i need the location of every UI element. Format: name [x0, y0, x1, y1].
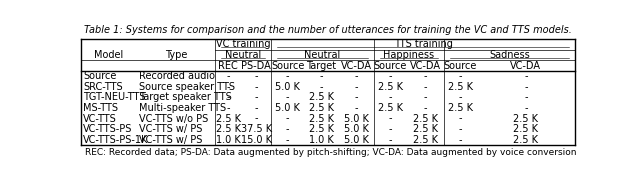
- Text: VC-TTS-PS-1K: VC-TTS-PS-1K: [83, 135, 148, 145]
- Text: Source speaker TTS: Source speaker TTS: [139, 82, 235, 92]
- Text: Source: Source: [444, 61, 477, 71]
- Text: -: -: [524, 92, 527, 102]
- Text: 2.5 K: 2.5 K: [513, 114, 538, 124]
- Text: -: -: [254, 114, 258, 124]
- Text: 1.0 K: 1.0 K: [309, 135, 334, 145]
- Text: TTS training: TTS training: [394, 39, 452, 49]
- Text: -: -: [424, 92, 428, 102]
- Text: Table 1: Systems for comparison and the number of utterances for training the VC: Table 1: Systems for comparison and the …: [84, 25, 572, 35]
- Text: 2.5 K: 2.5 K: [309, 114, 334, 124]
- Text: -: -: [320, 82, 323, 92]
- Text: 2.5 K: 2.5 K: [309, 92, 334, 102]
- Text: 2.5 K: 2.5 K: [413, 135, 438, 145]
- Text: -: -: [524, 71, 527, 81]
- Text: -: -: [388, 124, 392, 134]
- Text: TGT-NEU-TTS: TGT-NEU-TTS: [83, 92, 145, 102]
- Text: Multi-speaker TTS: Multi-speaker TTS: [139, 103, 226, 113]
- Text: 2.5 K: 2.5 K: [513, 135, 538, 145]
- Text: Target: Target: [307, 61, 337, 71]
- Text: -: -: [227, 71, 230, 81]
- Text: 5.0 K: 5.0 K: [275, 82, 300, 92]
- Text: VC-TTS w/o PS: VC-TTS w/o PS: [139, 114, 208, 124]
- Text: PS-DA: PS-DA: [241, 61, 271, 71]
- Text: REC: REC: [218, 61, 238, 71]
- Text: 2.5 K: 2.5 K: [448, 82, 473, 92]
- Text: 2.5 K: 2.5 K: [309, 124, 334, 134]
- Text: VC-TTS: VC-TTS: [83, 114, 116, 124]
- Text: VC-DA: VC-DA: [511, 61, 541, 71]
- Text: VC-TTS w/ PS: VC-TTS w/ PS: [139, 124, 202, 134]
- Text: -: -: [524, 103, 527, 113]
- Text: VC-DA: VC-DA: [410, 61, 441, 71]
- Text: Type: Type: [164, 50, 187, 60]
- Text: 1.0 K: 1.0 K: [216, 135, 241, 145]
- Text: -: -: [424, 82, 428, 92]
- Text: Source: Source: [374, 61, 407, 71]
- Text: -: -: [286, 92, 289, 102]
- Text: Model: Model: [94, 50, 124, 60]
- Text: 5.0 K: 5.0 K: [344, 124, 369, 134]
- Text: Happiness: Happiness: [383, 50, 434, 60]
- Text: -: -: [458, 135, 462, 145]
- Text: VC-TTS-PS: VC-TTS-PS: [83, 124, 132, 134]
- Text: Source: Source: [271, 61, 304, 71]
- Text: 2.5 K: 2.5 K: [448, 103, 473, 113]
- Text: -: -: [286, 135, 289, 145]
- Text: -: -: [227, 103, 230, 113]
- Text: REC: Recorded data; PS-DA: Data augmented by pitch-shifting; VC-DA: Data augment: REC: Recorded data; PS-DA: Data augmente…: [85, 148, 577, 157]
- Text: 2.5 K: 2.5 K: [216, 114, 241, 124]
- Text: -: -: [227, 92, 230, 102]
- Text: -: -: [355, 92, 358, 102]
- Text: 2.5 K: 2.5 K: [378, 82, 403, 92]
- Text: Source: Source: [83, 71, 116, 81]
- Text: -: -: [254, 103, 258, 113]
- Text: 2.5 K: 2.5 K: [378, 103, 403, 113]
- Text: Sadness: Sadness: [489, 50, 530, 60]
- Text: -: -: [355, 82, 358, 92]
- Text: Recorded audio: Recorded audio: [139, 71, 215, 81]
- Text: -: -: [320, 71, 323, 81]
- Text: 5.0 K: 5.0 K: [344, 135, 369, 145]
- Text: 2.5 K: 2.5 K: [413, 114, 438, 124]
- Text: -: -: [388, 71, 392, 81]
- Text: 15.0 K: 15.0 K: [241, 135, 271, 145]
- Text: -: -: [524, 82, 527, 92]
- Text: -: -: [286, 114, 289, 124]
- Text: VC training: VC training: [216, 39, 270, 49]
- Text: -: -: [388, 92, 392, 102]
- Text: 2.5 K: 2.5 K: [513, 124, 538, 134]
- Text: 37.5 K: 37.5 K: [241, 124, 271, 134]
- Text: -: -: [458, 124, 462, 134]
- Text: -: -: [227, 82, 230, 92]
- Text: VC-TTS w/ PS: VC-TTS w/ PS: [139, 135, 202, 145]
- Text: -: -: [355, 71, 358, 81]
- Text: -: -: [286, 124, 289, 134]
- Text: -: -: [458, 92, 462, 102]
- Text: -: -: [458, 71, 462, 81]
- Text: -: -: [355, 103, 358, 113]
- Text: 2.5 K: 2.5 K: [413, 124, 438, 134]
- Text: 5.0 K: 5.0 K: [275, 103, 300, 113]
- Text: -: -: [424, 71, 428, 81]
- Text: -: -: [254, 71, 258, 81]
- Text: -: -: [254, 92, 258, 102]
- Text: 2.5 K: 2.5 K: [216, 124, 241, 134]
- Text: Target speaker TTS: Target speaker TTS: [139, 92, 232, 102]
- Text: VC-DA: VC-DA: [340, 61, 372, 71]
- Text: -: -: [286, 71, 289, 81]
- Text: 2.5 K: 2.5 K: [309, 103, 334, 113]
- Text: -: -: [388, 135, 392, 145]
- Text: Neutral: Neutral: [225, 50, 261, 60]
- Text: -: -: [424, 103, 428, 113]
- Text: Neutral: Neutral: [304, 50, 340, 60]
- Text: MS-TTS: MS-TTS: [83, 103, 118, 113]
- Text: -: -: [388, 114, 392, 124]
- Text: -: -: [254, 82, 258, 92]
- Text: -: -: [458, 114, 462, 124]
- Text: SRC-TTS: SRC-TTS: [83, 82, 123, 92]
- Text: 5.0 K: 5.0 K: [344, 114, 369, 124]
